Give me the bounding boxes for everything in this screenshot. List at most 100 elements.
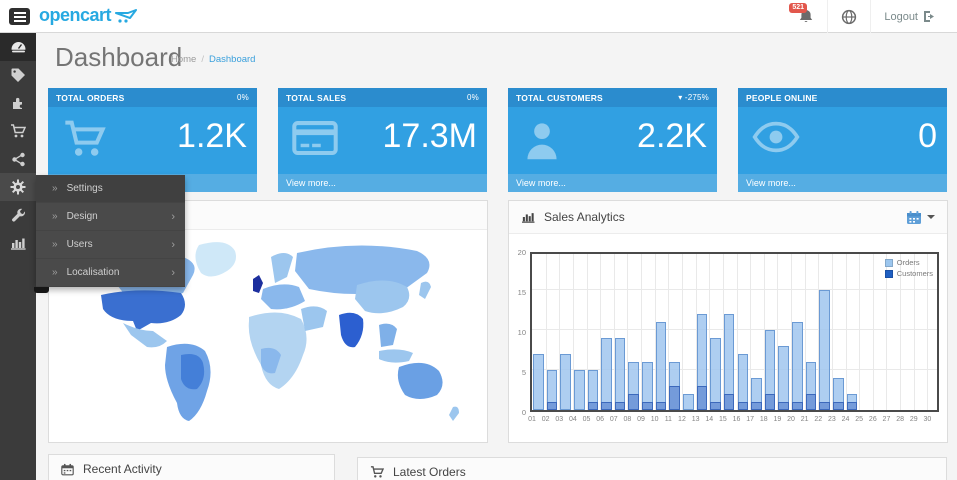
page-title: Dashboard (55, 42, 183, 72)
chart-bar-orders (601, 338, 612, 410)
chevron-right-icon: › (171, 266, 175, 279)
tools-wrench-icon (11, 208, 25, 222)
chart-bar-customers (546, 402, 558, 410)
chart-plot: Orders Customers (530, 252, 939, 412)
latest-orders-title: Latest Orders (393, 465, 466, 479)
caret-down-icon (927, 215, 935, 219)
view-more-link[interactable]: View more... (508, 174, 717, 192)
chart-bar-orders (560, 354, 571, 410)
recent-activity-panel: Recent Activity (48, 454, 335, 480)
sales-cart-icon (11, 123, 26, 137)
chevrons-right-icon: » (52, 183, 58, 194)
chevrons-right-icon: » (52, 239, 58, 250)
recent-activity-title: Recent Activity (83, 462, 162, 476)
sidebar-item-reports[interactable] (0, 229, 36, 257)
extensions-puzzle-icon (13, 97, 22, 109)
tile-value: 1.2K (177, 117, 247, 155)
chart-bar-customers (751, 402, 762, 410)
chart-bar-customers (778, 402, 790, 410)
chart-bar-orders (533, 354, 544, 410)
sidebar-item-sales[interactable] (0, 117, 36, 145)
chevrons-right-icon: » (52, 211, 58, 222)
sales-analytics-header: Sales Analytics (509, 201, 947, 234)
menu-item-label: Design (66, 211, 98, 222)
globe-icon (842, 9, 857, 24)
sales-analytics-title: Sales Analytics (544, 210, 625, 224)
system-gear-icon (10, 179, 26, 195)
chart-legend: Orders Customers (884, 258, 933, 280)
chart-bar-orders (573, 370, 585, 410)
notifications-button[interactable]: 521 (785, 0, 827, 33)
credit-card-icon (292, 120, 338, 156)
sidebar-item-extensions[interactable] (0, 89, 36, 117)
menu-item-settings[interactable]: » Settings (36, 175, 185, 203)
menu-item-design[interactable]: » Design › (36, 203, 185, 231)
logo-cart-arrow-icon (115, 8, 138, 23)
chart-bar-orders (819, 290, 830, 410)
notification-badge: 521 (789, 3, 808, 13)
menu-item-localisation[interactable]: » Localisation › (36, 259, 185, 287)
person-icon (522, 120, 562, 162)
chevron-right-icon: › (171, 238, 175, 251)
sidebar-item-catalog[interactable] (0, 61, 36, 89)
breadcrumb-separator: / (201, 54, 204, 65)
logout-button[interactable]: Logout (870, 0, 949, 33)
sidebar-item-marketing[interactable] (0, 145, 36, 173)
chart-bar-customers (696, 386, 708, 410)
tile-total-customers: TOTAL CUSTOMERS ▾ -275% 2.2K View more... (508, 88, 717, 192)
chart-bar-customers (642, 402, 653, 410)
chart-bar-orders (682, 394, 694, 410)
cart-icon (62, 120, 106, 160)
reports-chart-icon (11, 238, 26, 250)
tile-change: 0% (467, 93, 479, 102)
top-bar: opencart 521 Logout (0, 0, 957, 33)
marketing-share-icon (11, 152, 25, 166)
store-front-button[interactable] (827, 0, 870, 33)
chevron-right-icon: › (171, 210, 175, 223)
sidebar-item-system[interactable] (0, 173, 36, 201)
menu-item-users[interactable]: » Users › (36, 231, 185, 259)
view-more-link[interactable]: View more... (738, 174, 947, 192)
breadcrumb-dashboard-link[interactable]: Dashboard (208, 54, 256, 65)
chevrons-right-icon: » (52, 267, 58, 278)
tile-change: ▾ -275% (678, 93, 709, 102)
chart-bar-customers (764, 394, 776, 410)
chart-bar-customers (805, 394, 817, 410)
tile-value: 17.3M (382, 117, 478, 155)
latest-orders-panel: Latest Orders (357, 457, 947, 480)
calendar-icon (61, 463, 74, 476)
sidebar-item-tools[interactable] (0, 201, 36, 229)
menu-item-label: Localisation (66, 267, 120, 278)
bar-chart-icon (521, 211, 535, 223)
chart-bar-orders (778, 346, 790, 410)
breadcrumb-home-link[interactable]: Home (171, 54, 197, 65)
tile-change: 0% (237, 93, 249, 102)
tile-label: TOTAL ORDERS (56, 92, 125, 103)
chart-bar-orders (614, 338, 626, 410)
sales-analytics-chart: Orders Customers 0 5 10 15 20 01 02 03 04 05 06 07 0… (509, 235, 947, 442)
tile-value: 2.2K (637, 117, 707, 155)
breadcrumb: Home / Dashboard (171, 54, 255, 65)
chart-bar-customers (846, 402, 858, 410)
menu-item-label: Users (66, 239, 93, 250)
chart-bar-customers (669, 386, 680, 410)
tile-label: PEOPLE ONLINE (746, 92, 818, 103)
chart-bar-orders (792, 322, 803, 410)
menu-toggle-button[interactable] (9, 8, 30, 25)
tile-value: 0 (918, 117, 937, 155)
sidebar-item-dashboard[interactable] (0, 33, 36, 61)
tile-people-online: PEOPLE ONLINE 0 View more... (738, 88, 947, 192)
logo-text: opencart (39, 5, 112, 25)
catalog-tag-icon (11, 68, 25, 82)
view-more-link[interactable]: View more... (278, 174, 487, 192)
system-flyout-menu: » Settings » Design › » Users › » Locali… (36, 175, 185, 287)
chart-bar-customers (614, 402, 626, 410)
opencart-logo: opencart (39, 5, 138, 26)
chart-bar-customers (737, 402, 749, 410)
logout-label: Logout (884, 10, 918, 23)
sign-out-icon (924, 11, 934, 22)
sidebar (0, 33, 36, 480)
chart-bar-customers (628, 394, 640, 410)
date-range-button[interactable] (906, 210, 935, 225)
